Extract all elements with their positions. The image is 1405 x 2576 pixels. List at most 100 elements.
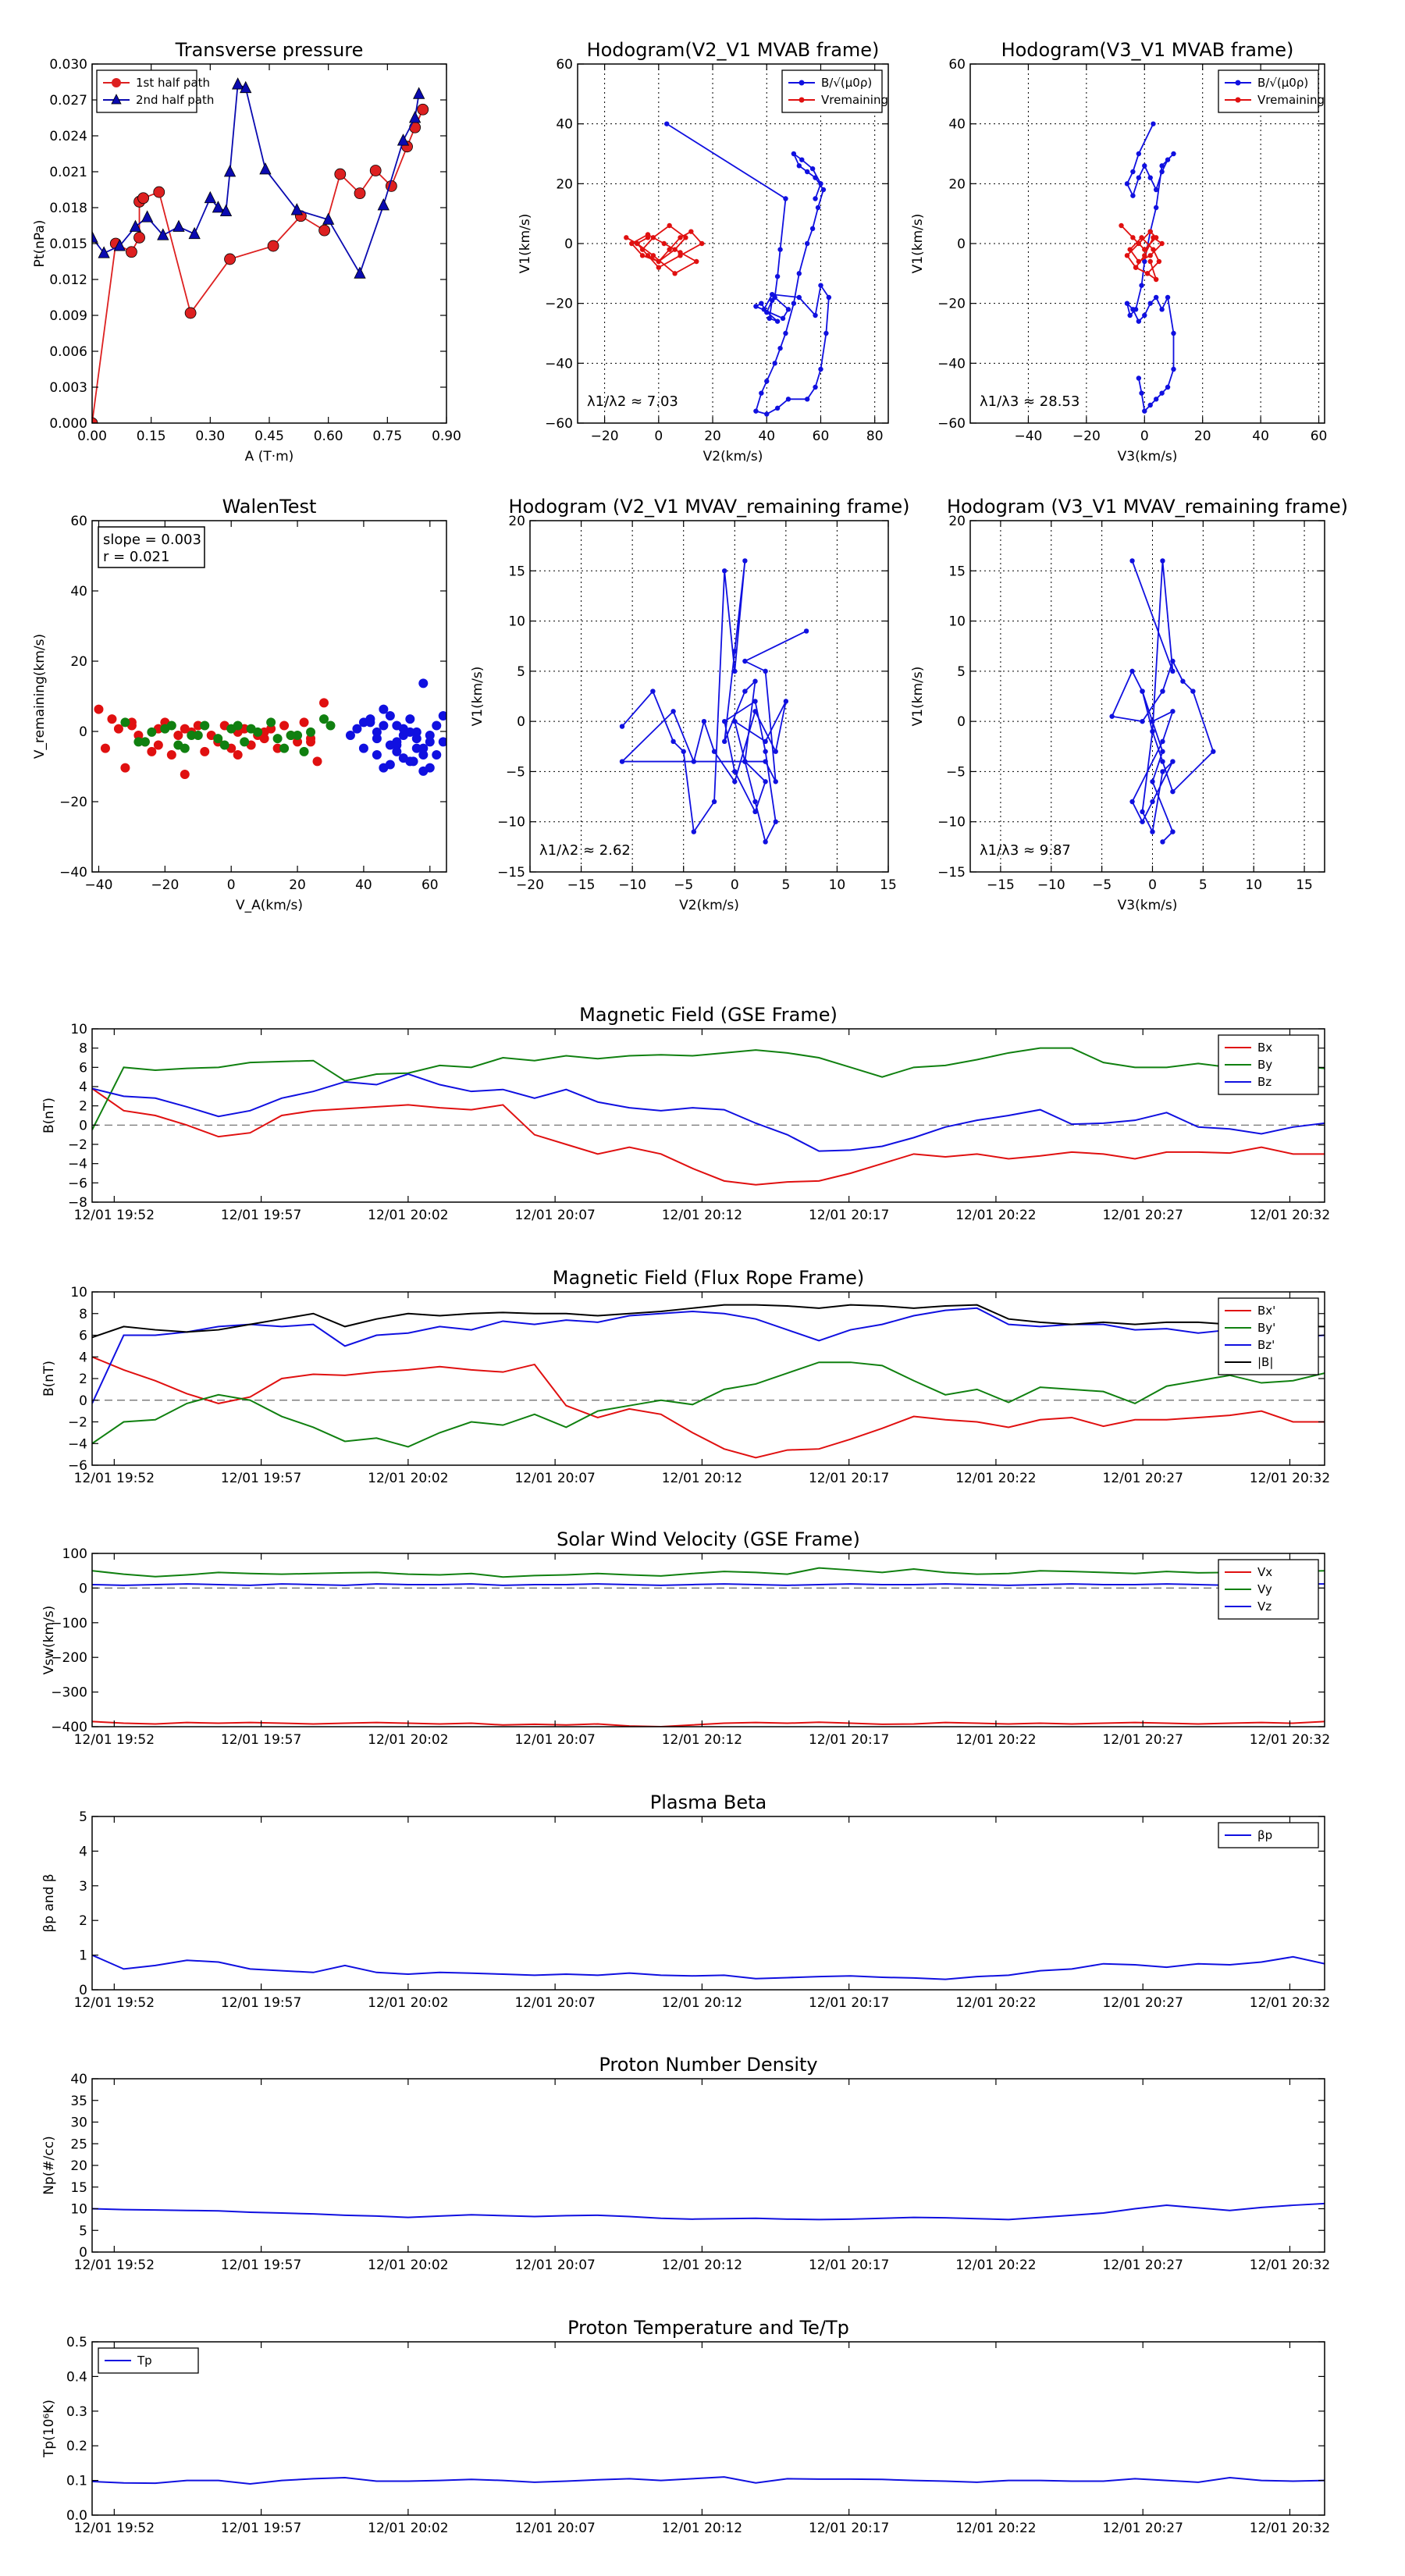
y-tick-label: 10 xyxy=(508,614,525,630)
series-line xyxy=(92,1361,1325,1448)
data-point xyxy=(358,743,368,753)
x-tick-label: 15 xyxy=(880,877,897,893)
series-line xyxy=(92,1304,1325,1339)
data-point xyxy=(1124,253,1130,258)
chart-title: Hodogram(V3_V1 MVAB frame) xyxy=(1001,39,1294,61)
data-point xyxy=(742,759,748,764)
data-point xyxy=(290,203,303,215)
data-point xyxy=(1170,668,1176,674)
x-tick-label: 12/01 19:57 xyxy=(221,1208,301,1223)
series-line xyxy=(1120,225,1163,282)
series-Vy xyxy=(92,1567,1325,1578)
x-tick-label: 40 xyxy=(758,429,775,444)
x-tick-label: 12/01 20:32 xyxy=(1250,1732,1330,1748)
data-point xyxy=(223,165,237,177)
data-point xyxy=(1140,809,1145,815)
data-point xyxy=(392,720,402,731)
data-point xyxy=(826,294,832,301)
x-tick-label: 12/01 20:07 xyxy=(514,1208,595,1223)
data-point xyxy=(233,750,243,760)
x-tick-label: 12/01 20:22 xyxy=(955,2521,1036,2536)
y-tick-label: 8 xyxy=(79,1041,87,1057)
chart-solar_wind_velocity: Solar Wind Velocity (GSE Frame) −400 −300 −… xyxy=(41,1528,1330,1748)
chart-title: Hodogram (V2_V1 MVAV_remaining frame) xyxy=(508,496,909,518)
chart-title: Solar Wind Velocity (GSE Frame) xyxy=(557,1528,860,1550)
data-point xyxy=(670,709,676,714)
x-tick-label: 0.60 xyxy=(314,429,343,444)
x-tick-label: 12/01 19:52 xyxy=(74,1995,155,2011)
data-point xyxy=(318,224,331,237)
data-point xyxy=(742,688,748,694)
data-point xyxy=(372,727,382,737)
data-point xyxy=(1136,240,1142,247)
data-point xyxy=(1127,312,1133,318)
data-point xyxy=(796,271,802,276)
data-point xyxy=(1124,181,1130,187)
x-tick-label: 5 xyxy=(1199,877,1208,893)
series-Tp xyxy=(92,2476,1325,2485)
data-point xyxy=(1129,799,1135,805)
y-tick-label: 3 xyxy=(79,1879,87,1895)
data-point xyxy=(1129,558,1135,564)
x-tick-label: −10 xyxy=(618,877,646,893)
y-tick-label: 0.003 xyxy=(49,380,87,396)
y-tick-label: −200 xyxy=(51,1650,87,1666)
y-tick-label: 30 xyxy=(70,2115,87,2131)
series-line xyxy=(92,2476,1325,2485)
data-point xyxy=(791,151,797,157)
legend-box xyxy=(1218,69,1319,113)
x-tick-label: 12/01 20:22 xyxy=(955,1732,1036,1748)
x-tick-label: 12/01 20:02 xyxy=(368,1471,448,1486)
data-point xyxy=(405,714,415,724)
data-point xyxy=(325,720,336,731)
data-point xyxy=(147,727,157,737)
data-point xyxy=(354,266,366,279)
y-tick-label: 0.006 xyxy=(49,344,87,360)
series-0 xyxy=(1109,558,1216,845)
y-tick-label: 6 xyxy=(79,1329,87,1344)
series-0 xyxy=(619,558,809,845)
data-point xyxy=(769,291,775,297)
data-point xyxy=(365,717,375,728)
data-point xyxy=(319,698,329,708)
y-tick-label: 20 xyxy=(70,2158,87,2174)
data-point xyxy=(1156,258,1162,265)
series-Bz' xyxy=(92,1307,1325,1404)
y-tick-label: 0.012 xyxy=(49,272,87,288)
y-tick-label: −2 xyxy=(68,1415,87,1431)
x-tick-label: 60 xyxy=(422,877,439,893)
data-point xyxy=(681,749,686,754)
y-tick-label: −5 xyxy=(506,764,525,780)
x-axis-label: V2(km/s) xyxy=(679,898,739,913)
data-point xyxy=(385,740,395,750)
data-point xyxy=(772,361,777,366)
data-point xyxy=(354,187,366,200)
x-tick-label: 20 xyxy=(1194,429,1211,444)
x-tick-label: 5 xyxy=(781,877,790,893)
plot-frame xyxy=(969,520,1325,873)
series-βp xyxy=(92,1954,1325,1980)
x-tick-label: 0.90 xyxy=(432,429,461,444)
legend-marker xyxy=(1235,97,1241,103)
data-point xyxy=(774,405,781,411)
x-tick-label: 12/01 20:17 xyxy=(809,2521,889,2536)
data-point xyxy=(1153,294,1159,301)
data-point xyxy=(777,247,783,252)
y-tick-label: 0.2 xyxy=(66,2439,87,2454)
x-axis-label: V3(km/s) xyxy=(1118,449,1178,464)
y-tick-label: −8 xyxy=(68,1195,87,1211)
series-line xyxy=(92,1356,1325,1459)
chart-mag_flux_rope: Magnetic Field (Flux Rope Frame) −6 −4 −2 0 2… xyxy=(41,1267,1330,1486)
data-point xyxy=(1130,169,1136,175)
data-point xyxy=(818,366,823,372)
x-tick-label: 12/01 20:22 xyxy=(955,1471,1036,1486)
data-point xyxy=(1160,749,1165,754)
chart-walen_test: WalenTest −40 −20 0 20 40 60 −40 −20 0 20 40 60 V_A(k… xyxy=(32,496,447,913)
legend-label: Vremaining xyxy=(821,93,888,107)
data-point xyxy=(818,283,823,288)
y-tick-label: −6 xyxy=(68,1176,87,1191)
series-2nd half path xyxy=(92,77,425,279)
data-point xyxy=(1147,253,1153,258)
data-point xyxy=(1160,769,1165,774)
chart-title: Hodogram (V3_V1 MVAV_remaining frame) xyxy=(947,496,1348,518)
